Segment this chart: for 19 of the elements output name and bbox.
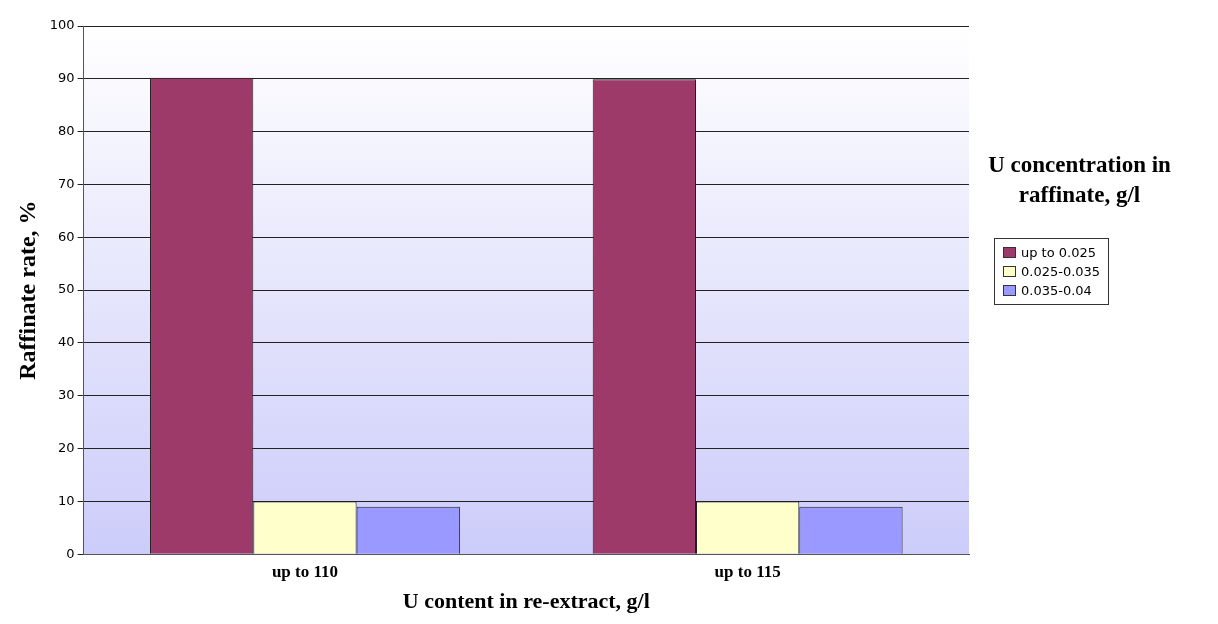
y-tick-label: 90 <box>58 70 75 86</box>
x-tick-label: up to 110 <box>271 561 339 581</box>
x-axis-title: U content in re-extract, g/l <box>402 588 650 614</box>
y-tick-label: 80 <box>58 123 75 139</box>
legend-title: U concentration in raffinate, g/l <box>987 151 1172 209</box>
y-axis-title: Raffinate rate, % <box>13 200 40 380</box>
y-tick-label: 10 <box>58 492 75 508</box>
y-tick-label: 40 <box>58 334 75 350</box>
y-tick-label: 100 <box>49 17 75 33</box>
x-tick-label: up to 115 <box>714 561 781 581</box>
legend-label: 0.025-0.035 <box>1021 264 1101 279</box>
y-tick-label: 0 <box>66 545 75 561</box>
y-tick-label: 50 <box>58 281 75 297</box>
y-tick-label: 60 <box>58 228 75 244</box>
y-tick-label: 70 <box>58 175 75 191</box>
legend-label: 0.035-0.04 <box>1021 283 1092 298</box>
text: up to 0.025 <box>1021 245 1097 260</box>
y-tick-label: 20 <box>58 439 75 455</box>
y-tick-label: 30 <box>58 387 75 403</box>
